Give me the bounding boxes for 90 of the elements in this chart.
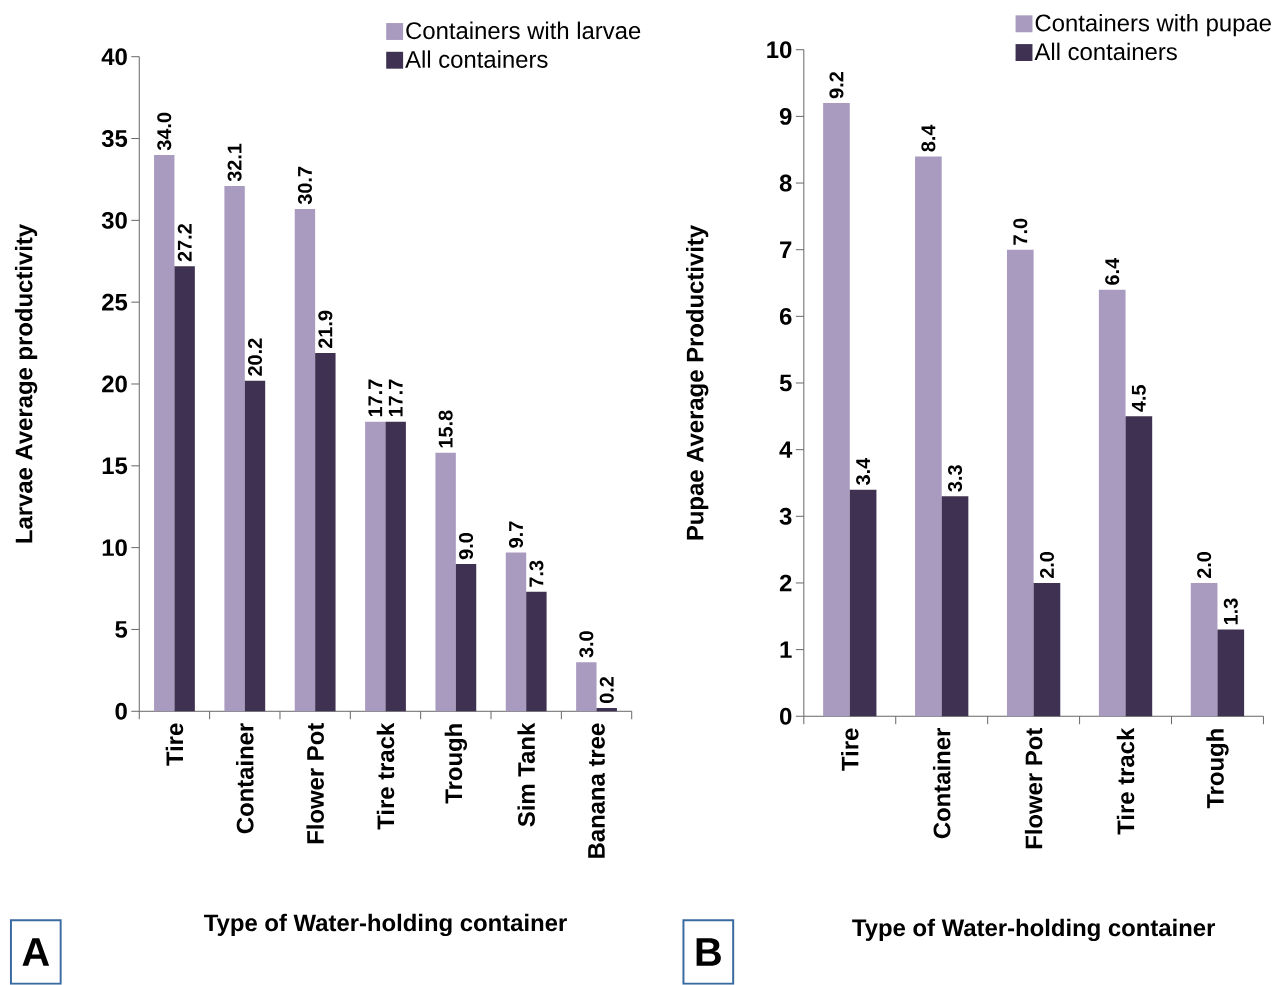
data-label: 32.1: [227, 143, 242, 182]
bar: [174, 266, 195, 712]
x-tick-label: Tire track: [1116, 727, 1135, 835]
y-tick-label: 10: [102, 539, 127, 557]
y-tick-label: 3: [779, 507, 792, 525]
data-label: 3.0: [579, 631, 594, 658]
y-tick-label: 1: [780, 641, 792, 658]
bar: [505, 552, 527, 712]
x-axis-title: Type of Water-holding container: [852, 918, 1215, 942]
bar: [823, 103, 850, 717]
legend-label: All containers: [405, 50, 548, 68]
bar: [294, 208, 316, 712]
y-tick-label: 15: [102, 457, 128, 475]
bar: [154, 154, 175, 712]
data-label: 3.3: [947, 465, 963, 492]
y-tick-label: 4: [779, 441, 793, 458]
data-label: 34.0: [157, 112, 172, 151]
bar: [596, 708, 617, 712]
y-tick-label: 5: [779, 374, 792, 392]
data-label: 17.7: [368, 379, 383, 417]
y-tick-label: 2: [779, 574, 792, 592]
data-label: 17.7: [388, 379, 403, 417]
bar: [435, 452, 456, 712]
bar: [1125, 416, 1153, 717]
data-label: 2.0: [1197, 551, 1212, 579]
x-tick-label: Tire: [841, 728, 859, 771]
data-label: 15.8: [438, 410, 453, 448]
bar: [526, 591, 547, 712]
x-tick-label: Sim Tank: [517, 722, 535, 827]
bar: [455, 564, 477, 712]
bar: [1098, 289, 1126, 717]
y-tick-label: 10: [767, 41, 792, 59]
x-tick-label: Trough: [444, 724, 468, 804]
legend-label: All containers: [1034, 42, 1177, 61]
x-tick-label: Container: [236, 723, 254, 834]
bar: [915, 156, 942, 717]
data-label: 9.2: [829, 72, 844, 99]
x-tick-label: Tire track: [376, 722, 395, 830]
bar: [1033, 583, 1061, 717]
y-tick-label: 7: [780, 241, 792, 258]
y-tick-label: 30: [101, 211, 127, 229]
bar: [1006, 249, 1034, 717]
x-tick-label: Container: [932, 728, 951, 839]
data-label: 6.4: [1105, 258, 1120, 285]
text: A: [22, 938, 50, 966]
x-tick-label: Trough: [1206, 729, 1229, 809]
y-tick-label: 6: [779, 307, 792, 325]
data-label: 7.3: [529, 560, 544, 587]
y-tick-label: 9: [779, 108, 792, 125]
bar: [1217, 629, 1245, 717]
legend-label: Containers with larvae: [406, 21, 641, 40]
bar: [576, 662, 597, 712]
y-tick-label: 0: [780, 707, 792, 725]
data-label: 8.4: [921, 124, 936, 152]
bar: [365, 421, 386, 712]
legend-label: Containers with pupae: [1035, 13, 1271, 37]
data-label: 9.7: [508, 521, 524, 548]
x-tick-label: Banana tree: [588, 723, 605, 858]
bar: [315, 352, 336, 712]
bar: [244, 380, 266, 712]
y-tick-label: 8: [779, 174, 792, 192]
data-label: 3.4: [856, 457, 871, 486]
data-label: 4.5: [1131, 385, 1146, 412]
y-axis-title: Larvae Average productivity: [14, 224, 38, 543]
x-tick-label: Flower Pot: [1024, 728, 1043, 849]
data-label: 2.0: [1039, 551, 1054, 579]
x-tick-label: Tire: [165, 723, 184, 766]
data-label: 27.2: [177, 224, 192, 262]
data-label: 7.0: [1013, 218, 1028, 245]
y-tick-label: 40: [101, 48, 127, 66]
y-tick-label: 25: [102, 293, 128, 311]
y-axis-title: Pupae Average Productivity: [686, 225, 709, 540]
y-tick-label: 0: [115, 702, 127, 720]
data-label: 21.9: [318, 310, 333, 349]
bar: [224, 186, 245, 712]
y-tick-label: 35: [101, 130, 128, 148]
bar: [385, 421, 406, 712]
data-label: 0.2: [599, 677, 614, 704]
data-label: 20.2: [247, 338, 263, 376]
y-tick-label: 20: [102, 375, 127, 393]
bar: [941, 496, 969, 717]
x-axis-title: Type of Water-holding container: [204, 913, 567, 937]
text: B: [696, 938, 721, 966]
bar: [1190, 583, 1218, 717]
data-label: 1.3: [1223, 598, 1238, 625]
data-label: 9.0: [459, 533, 474, 560]
data-label: 30.7: [297, 166, 312, 205]
y-tick-label: 5: [115, 621, 128, 638]
x-tick-label: Flower Pot: [306, 723, 324, 844]
bar: [849, 489, 877, 717]
